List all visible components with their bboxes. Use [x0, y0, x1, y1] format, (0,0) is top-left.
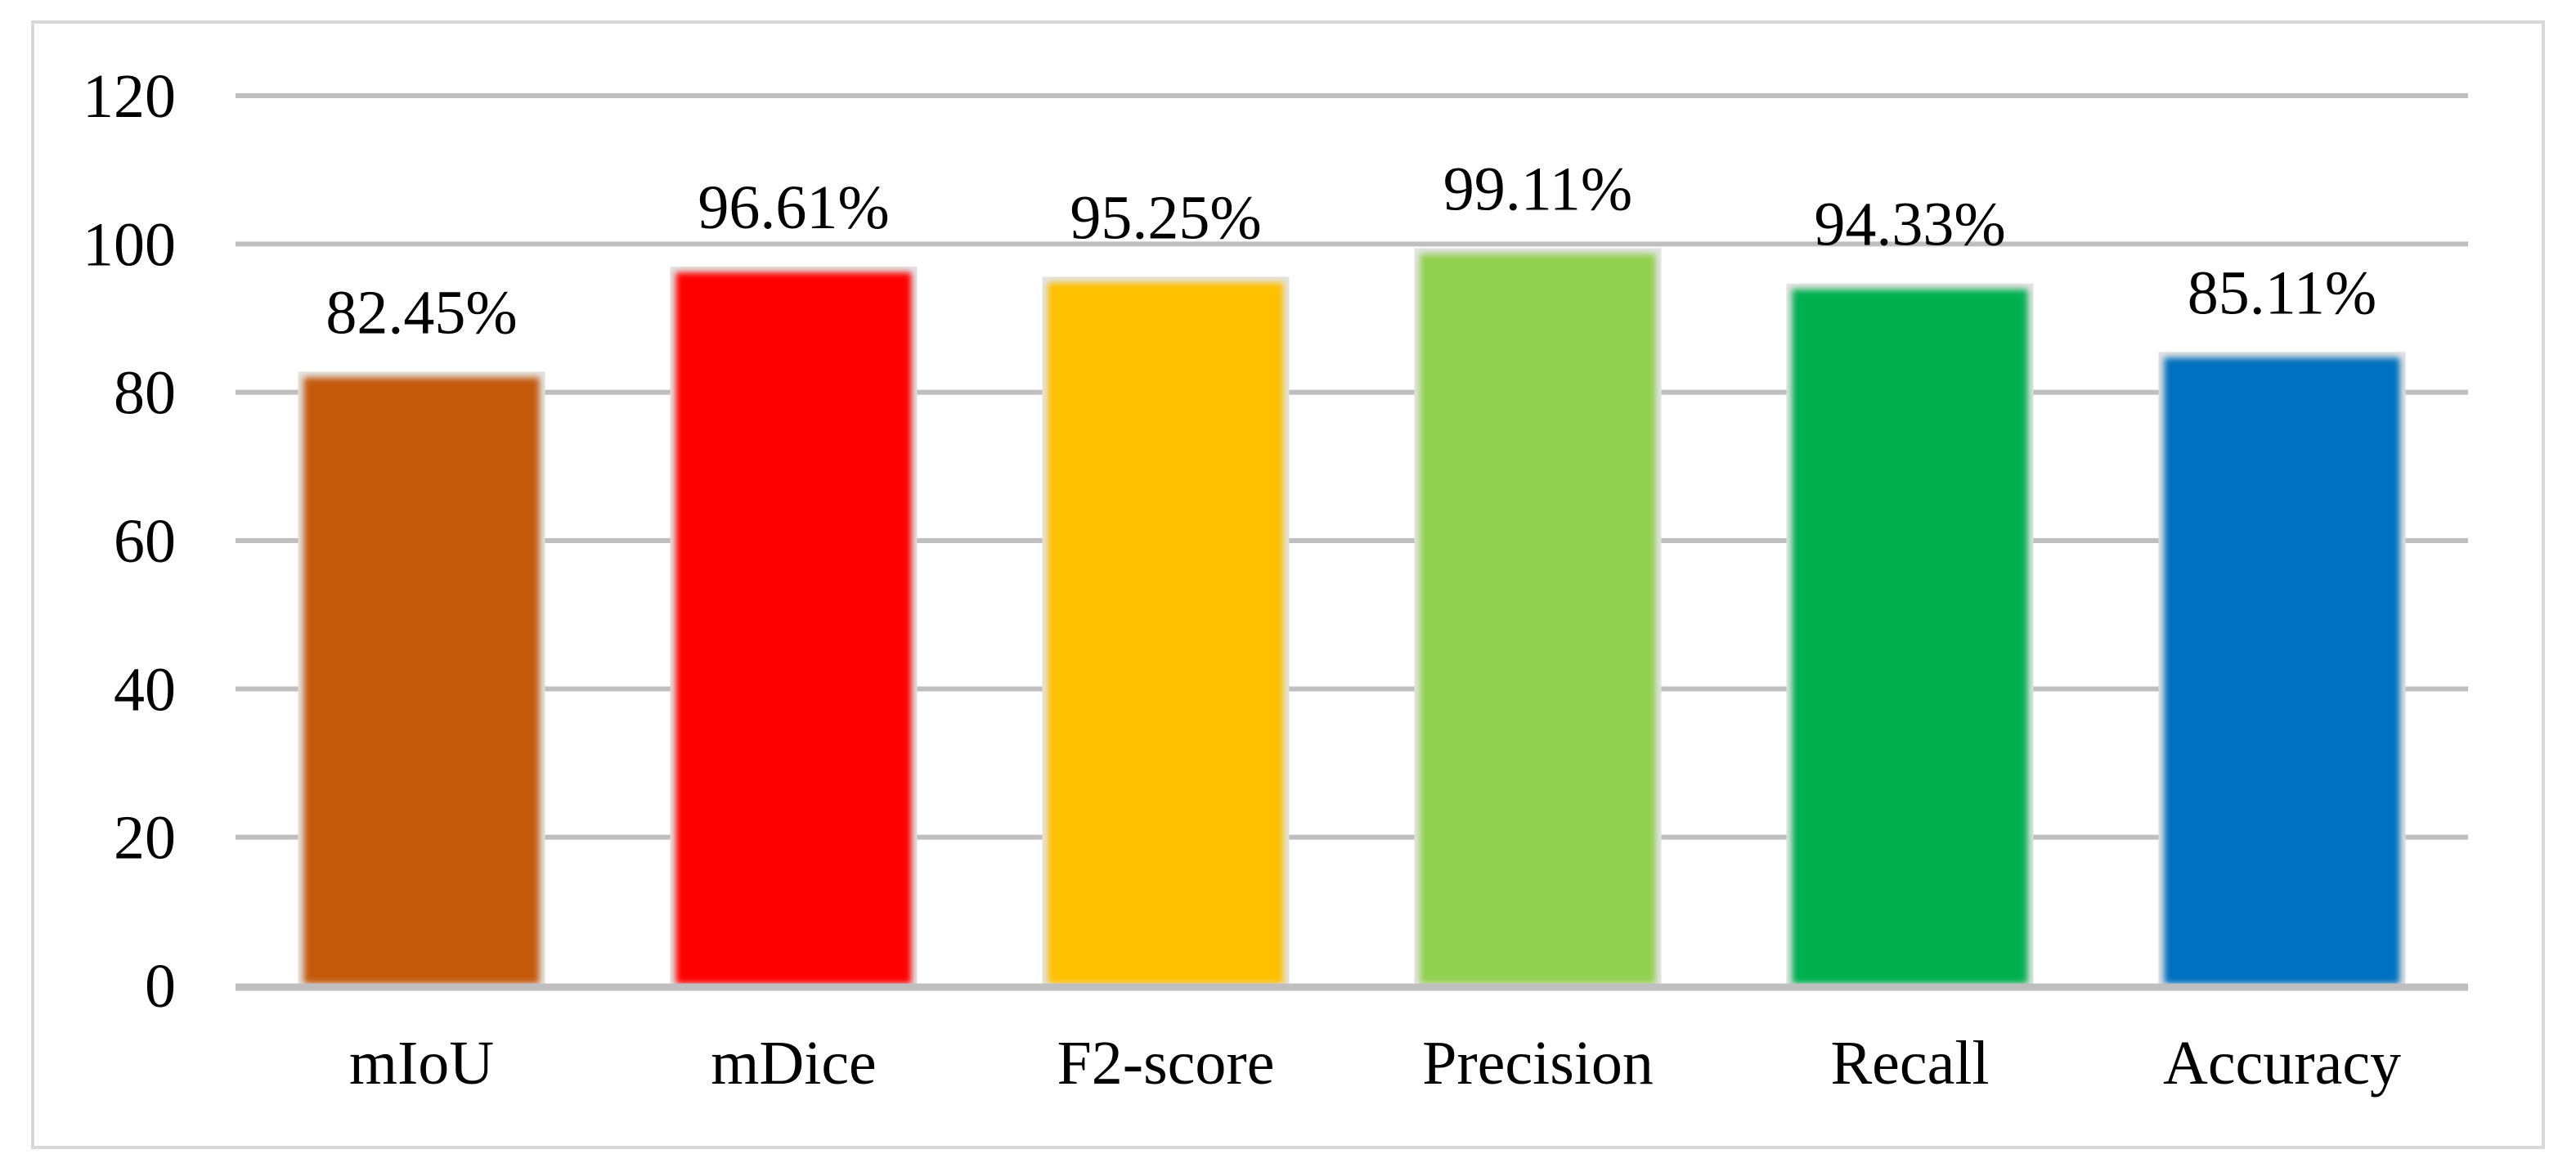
- x-tick-label: Recall: [1830, 1029, 1989, 1098]
- y-tick-label: 80: [114, 359, 176, 428]
- y-axis-ticks: 0 20 40 60 80 100 120: [83, 62, 176, 1021]
- y-tick-label: 20: [114, 804, 176, 873]
- data-label: 94.33%: [1814, 191, 2005, 259]
- data-label: 99.11%: [1443, 155, 1633, 223]
- x-tick-label: Accuracy: [2163, 1029, 2401, 1098]
- data-label: 85.11%: [2188, 258, 2377, 327]
- gridlines: [236, 93, 2468, 840]
- x-tick-label: F2-score: [1057, 1029, 1275, 1098]
- x-tick-label: mIoU: [349, 1029, 494, 1098]
- bar-miou: [303, 377, 540, 984]
- bar-mdice: [675, 272, 912, 984]
- data-labels: 82.45% 96.61% 95.25% 99.11% 94.33% 85.11%: [325, 155, 2376, 347]
- bar-accuracy: [2164, 357, 2400, 984]
- y-tick-label: 60: [114, 507, 176, 576]
- bar-f2-score: [1048, 282, 1284, 984]
- data-label: 96.61%: [698, 173, 889, 242]
- y-tick-label: 100: [83, 210, 176, 279]
- y-tick-label: 120: [83, 62, 176, 131]
- bar-precision: [1420, 254, 1656, 984]
- x-tick-label: Precision: [1422, 1029, 1654, 1098]
- bars: [298, 248, 2406, 986]
- data-label: 95.25%: [1070, 183, 1261, 252]
- data-label: 82.45%: [325, 278, 517, 347]
- x-axis-labels: mIoU mDice F2-score Precision Recall Accuracy: [349, 1029, 2401, 1098]
- y-tick-label: 0: [145, 952, 176, 1021]
- bar-recall: [1792, 289, 2028, 984]
- x-tick-label: mDice: [711, 1029, 877, 1098]
- y-tick-label: 40: [114, 655, 176, 724]
